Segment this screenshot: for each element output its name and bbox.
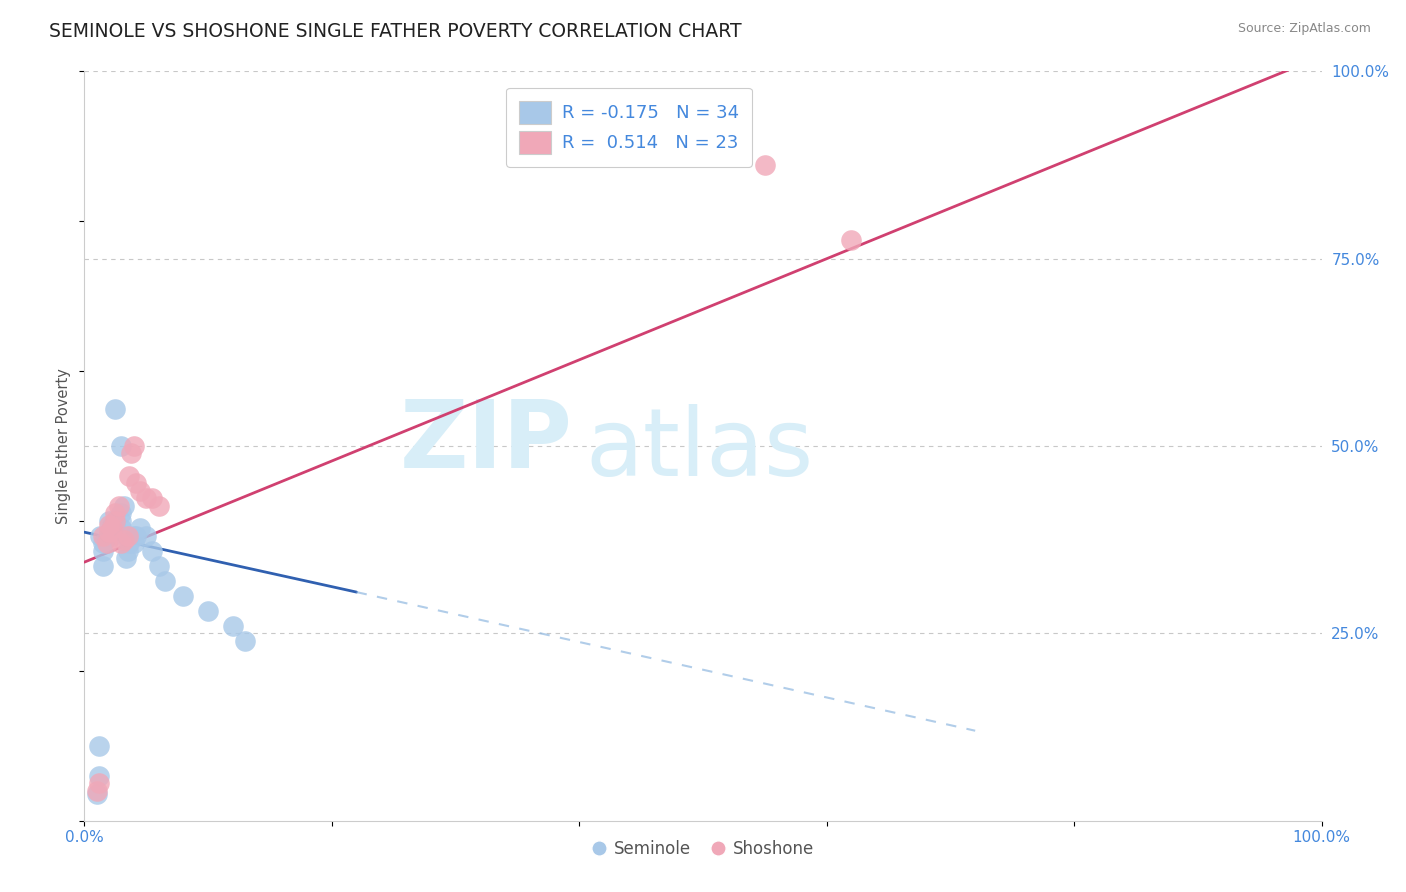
Point <box>112 533 135 547</box>
Point <box>233 633 256 648</box>
Point <box>110 439 132 453</box>
Point <box>118 536 141 550</box>
Point <box>122 529 145 543</box>
Point <box>86 788 108 802</box>
Point <box>122 439 145 453</box>
Point <box>117 529 139 543</box>
Point <box>110 507 132 521</box>
Point <box>754 158 776 172</box>
Point <box>153 574 176 588</box>
Point <box>129 521 152 535</box>
Point <box>104 517 127 532</box>
Point <box>91 558 114 573</box>
Point <box>96 536 118 550</box>
Point <box>148 558 170 573</box>
Point <box>110 536 132 550</box>
Point <box>91 544 114 558</box>
Point <box>98 517 121 532</box>
Y-axis label: Single Father Poverty: Single Father Poverty <box>56 368 72 524</box>
Point <box>86 783 108 797</box>
Point <box>100 517 122 532</box>
Point <box>172 589 194 603</box>
Point <box>125 476 148 491</box>
Point <box>129 483 152 498</box>
Point <box>117 544 139 558</box>
Point <box>89 769 111 783</box>
Point <box>135 491 157 506</box>
Text: Source: ZipAtlas.com: Source: ZipAtlas.com <box>1237 22 1371 36</box>
Point <box>197 604 219 618</box>
Point <box>118 469 141 483</box>
Point <box>110 514 132 528</box>
Legend: Seminole, Shoshone: Seminole, Shoshone <box>585 833 821 864</box>
Text: SEMINOLE VS SHOSHONE SINGLE FATHER POVERTY CORRELATION CHART: SEMINOLE VS SHOSHONE SINGLE FATHER POVER… <box>49 22 742 41</box>
Text: atlas: atlas <box>585 404 814 496</box>
Point <box>141 491 163 506</box>
Point <box>104 514 127 528</box>
Point <box>104 514 127 528</box>
Point <box>89 739 111 753</box>
Text: ZIP: ZIP <box>401 396 574 488</box>
Point <box>841 233 863 247</box>
Point <box>104 401 127 416</box>
Point <box>108 499 131 513</box>
Point <box>91 536 114 550</box>
Point <box>89 776 111 790</box>
Point <box>98 529 121 543</box>
Point <box>148 499 170 513</box>
Point <box>141 544 163 558</box>
Point <box>135 529 157 543</box>
Point <box>222 619 245 633</box>
Point <box>100 529 122 543</box>
Point <box>98 525 121 540</box>
Point <box>91 529 114 543</box>
Point <box>104 507 127 521</box>
Point <box>98 514 121 528</box>
Point <box>115 551 138 566</box>
Point <box>112 499 135 513</box>
Point <box>100 521 122 535</box>
Point <box>125 529 148 543</box>
Point <box>110 521 132 535</box>
Point <box>120 446 142 460</box>
Point <box>89 529 111 543</box>
Point <box>122 536 145 550</box>
